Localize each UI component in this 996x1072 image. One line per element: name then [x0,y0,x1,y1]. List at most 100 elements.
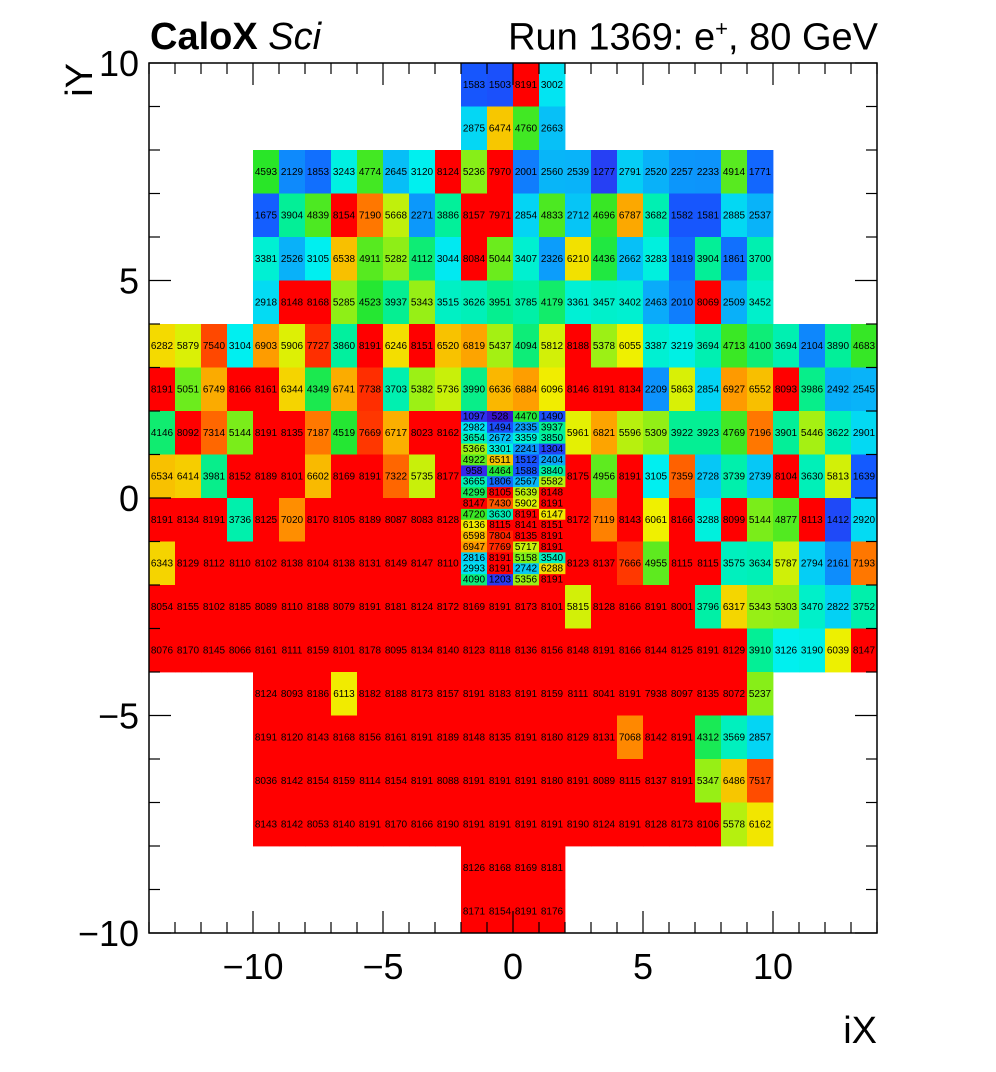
heatmap-cell [565,802,592,847]
cell-value-label: 8088 [437,776,460,787]
cell-value-label: 2520 [645,167,668,178]
heatmap-cell [591,585,618,629]
heatmap-cell [851,411,878,455]
cell-value-label: 3104 [229,341,252,352]
heatmap-cell [383,367,410,412]
cell-value-label: 8087 [385,515,408,526]
cell-value-label: 4769 [723,428,746,439]
cell-value-label: 8159 [333,776,356,787]
run-suffix: , 80 GeV [728,16,878,59]
cell-value-label: 6749 [203,384,226,395]
cell-value-label: 8191 [515,80,538,91]
cell-value-label: 6288 [541,564,564,575]
cell-value-label: 8140 [437,645,460,656]
heatmap-cell [383,150,410,194]
cell-value-label: 5446 [801,428,824,439]
heatmap-cell [149,367,176,412]
heatmap-cell [825,541,852,586]
heatmap-cell [461,324,488,368]
cell-value-label: 2712 [567,210,590,221]
heatmap-cell [721,759,748,803]
cell-value-label: 5812 [541,341,564,352]
cell-value-label: 7970 [489,167,512,178]
heatmap-cell [201,628,228,673]
cell-value-label: 8191 [489,602,512,613]
heatmap-cell [149,585,176,629]
run-charge: + [715,16,729,41]
heatmap-cell [539,889,566,934]
cell-value-label: 4146 [151,428,174,439]
heatmap-cell [591,367,618,412]
heatmap-cell [331,280,358,325]
heatmap-cell [825,454,852,499]
cell-value-label: 3626 [463,297,486,308]
heatmap-cell [565,237,592,281]
cell-value-label: 8173 [515,602,538,613]
cell-value-label: 8154 [385,776,408,787]
cell-value-label: 8137 [645,776,668,787]
heatmap-cell [617,715,644,760]
cell-value-label: 3381 [255,254,278,265]
cell-value-label: 8147 [463,498,486,509]
heatmap-cell [695,672,722,716]
heatmap-cell [773,498,800,542]
heatmap-cell [565,541,592,586]
cell-value-label: 6717 [385,428,408,439]
cell-value-label: 8104 [307,558,330,569]
cell-value-label: 8189 [255,471,278,482]
heatmap-cell [799,454,826,499]
heatmap-cell [539,63,566,107]
y-tick-label: 0 [119,478,139,519]
heatmap-cell [825,585,852,629]
heatmap-cell [513,552,540,564]
heatmap-cell [357,715,384,760]
heatmap-cell [747,193,774,238]
cell-value-label: 8156 [359,732,382,743]
heatmap-cell [461,443,488,455]
heatmap-cell [461,432,488,445]
cell-value-label: 7517 [749,776,772,787]
cell-value-label: 1588 [515,466,538,477]
heatmap-cell [461,519,488,532]
cell-value-label: 3981 [203,471,226,482]
cell-value-label: 5437 [489,341,512,352]
heatmap-cell [669,324,696,368]
cell-value-label: 8178 [359,645,382,656]
cell-value-label: 2739 [749,471,772,482]
heatmap-cell [617,759,644,803]
heatmap-cell [851,585,878,629]
cell-value-label: 3890 [827,341,850,352]
heatmap-cell [825,411,852,455]
cell-value-label: 3283 [645,254,668,265]
cell-value-label: 8177 [437,471,460,482]
heatmap-cell [487,63,514,107]
heatmap-cell [747,367,774,412]
heatmap-cell [409,715,436,760]
heatmap-cell [591,324,618,368]
cell-value-label: 3703 [385,384,408,395]
cell-value-label: 958 [466,466,483,477]
cell-value-label: 5813 [827,471,850,482]
cell-value-label: 8166 [619,645,642,656]
heatmap-cell [331,715,358,760]
cell-value-label: 2567 [515,477,538,488]
heatmap-cell [253,541,280,586]
heatmap-cell [721,193,748,238]
heatmap-cell [305,454,332,499]
heatmap-cell [461,280,488,325]
heatmap-cell [487,193,514,238]
heatmap-cell [643,715,670,760]
cell-value-label: 2875 [463,123,486,134]
heatmap-cell [175,411,202,455]
cell-value-label: 8191 [515,732,538,743]
cell-value-label: 2672 [489,433,512,444]
heatmap-cell [357,759,384,803]
cell-value-label: 8191 [255,732,278,743]
cell-value-label: 8180 [541,732,564,743]
cell-value-label: 2526 [281,254,304,265]
heatmap-cell [539,759,566,803]
heatmap-cell [747,498,774,542]
heatmap-cell [591,628,618,673]
